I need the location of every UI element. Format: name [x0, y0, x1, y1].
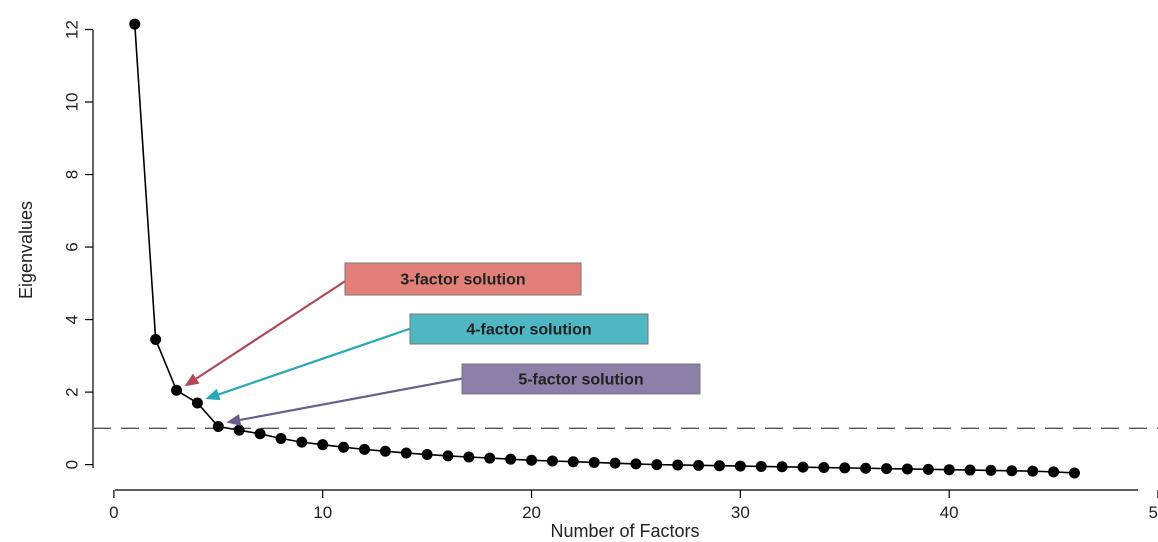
y-axis-title: Eigenvalues: [16, 201, 36, 299]
annotation-box: [461, 363, 701, 395]
data-point: [567, 456, 579, 468]
data-point: [588, 456, 600, 468]
annotation-arrow: [195, 277, 351, 380]
data-point: [191, 397, 203, 409]
y-tick-label: 0: [63, 460, 82, 469]
data-point: [943, 464, 955, 476]
annotation-label: 5-factor solution: [518, 372, 643, 389]
data-points: [129, 18, 1080, 479]
data-point: [484, 452, 496, 464]
data-point: [776, 461, 788, 473]
data-point: [233, 424, 245, 436]
data-point: [797, 461, 809, 473]
data-point: [150, 334, 162, 346]
data-point: [755, 460, 767, 472]
x-axis-title: Number of Factors: [550, 521, 699, 541]
data-point: [734, 460, 746, 472]
y-tick-label: 2: [63, 387, 82, 396]
data-point: [1068, 467, 1080, 479]
y-tick-label: 8: [63, 170, 82, 179]
data-point: [526, 454, 538, 466]
annotation-label: 4-factor solution: [466, 322, 591, 339]
data-point: [275, 433, 287, 445]
annotation-arrowhead: [226, 414, 242, 426]
data-point: [212, 421, 224, 433]
data-point: [1006, 465, 1018, 477]
data-point: [1048, 466, 1060, 478]
annotation-box: [344, 262, 582, 296]
data-point: [546, 455, 558, 467]
data-point: [672, 459, 684, 471]
data-point: [338, 441, 350, 453]
annotation-label: 3-factor solution: [400, 272, 525, 289]
data-point: [839, 462, 851, 474]
data-point: [985, 464, 997, 476]
data-point: [463, 451, 475, 463]
y-tick-label: 12: [63, 20, 82, 39]
x-tick-label: 30: [731, 503, 750, 522]
y-tick-label: 10: [63, 93, 82, 112]
data-point: [713, 460, 725, 472]
y-tick-label: 6: [63, 242, 82, 251]
data-point: [171, 384, 183, 396]
annotation-arrow: [218, 326, 413, 396]
data-point: [922, 463, 934, 475]
data-point: [964, 464, 976, 476]
annotation-arrowhead: [205, 388, 221, 401]
x-tick-label: 20: [522, 503, 541, 522]
annotation-arrowhead: [184, 373, 200, 387]
data-point: [317, 439, 329, 451]
data-point: [379, 445, 391, 457]
x-tick-label: 0: [109, 503, 118, 522]
eigenvalue-line: [133, 24, 1075, 474]
x-ticks: 0 10 20 30 40 50: [109, 490, 1158, 522]
data-point: [400, 447, 412, 459]
data-point: [881, 463, 893, 475]
data-point: [818, 462, 830, 474]
data-point: [254, 428, 266, 440]
data-point: [442, 450, 454, 462]
x-tick-label: 10: [313, 503, 332, 522]
data-point: [693, 459, 705, 471]
data-point: [1027, 465, 1039, 477]
y-tick-label: 4: [63, 315, 82, 324]
data-point: [505, 453, 517, 465]
data-point: [901, 463, 913, 475]
data-point: [358, 443, 370, 455]
data-point: [630, 458, 642, 470]
data-point: [651, 459, 663, 471]
data-point: [609, 457, 621, 469]
y-ticks: 0 2 4 6 8 10 12: [63, 20, 93, 469]
data-point: [421, 448, 433, 460]
annotation-arrow: [239, 376, 466, 422]
data-point: [129, 18, 141, 30]
x-tick-label: 40: [940, 503, 959, 522]
data-point: [296, 436, 308, 448]
annotations: 3-factor solution 4-factor solution 5-fact…: [184, 262, 701, 426]
x-tick-label: 50: [1149, 503, 1158, 522]
data-point: [860, 462, 872, 474]
axes: [92, 30, 1138, 491]
annotation-box: [409, 313, 649, 345]
